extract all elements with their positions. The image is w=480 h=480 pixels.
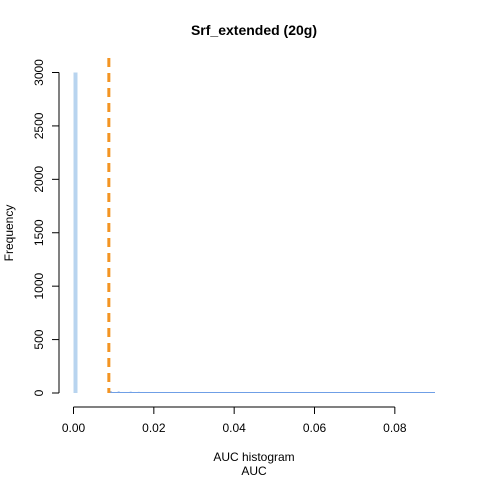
y-tick-label-5: 2500 — [32, 112, 46, 139]
x-axis-title-line2: AUC — [241, 464, 267, 478]
y-axis-title: Frequency — [2, 205, 16, 262]
y-tick-label-6: 3000 — [32, 59, 46, 86]
histogram-bars — [73, 72, 435, 393]
x-tick-label-0: 0.00 — [62, 421, 86, 435]
y-axis: 0 500 1000 1500 2000 2500 3000 — [32, 59, 60, 396]
x-tick-label-1: 0.02 — [142, 421, 166, 435]
chart-title: Srf_extended (20g) — [191, 22, 317, 38]
y-tick-label-3: 1500 — [32, 219, 46, 246]
x-tick-label-2: 0.04 — [222, 421, 246, 435]
x-tick-label-3: 0.06 — [303, 421, 327, 435]
x-axis-title-line1: AUC histogram — [213, 450, 294, 464]
y-tick-label-4: 2000 — [32, 166, 46, 193]
y-tick-label-1: 500 — [32, 329, 46, 349]
y-tick-label-2: 1000 — [32, 272, 46, 299]
histogram-bar-0 — [73, 72, 78, 393]
y-tick-label-0: 0 — [32, 389, 46, 396]
x-axis: 0.00 0.02 0.04 0.06 0.08 — [62, 406, 407, 435]
x-tick-label-4: 0.08 — [383, 421, 407, 435]
